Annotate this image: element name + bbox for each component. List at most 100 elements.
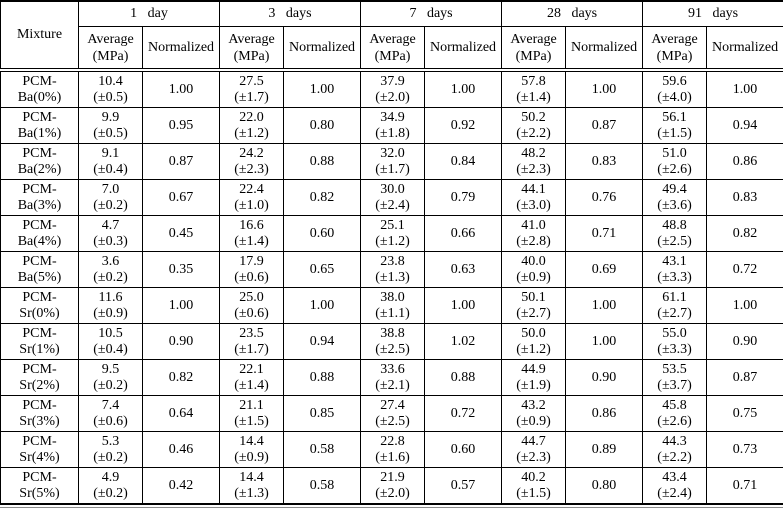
mixture-label: PCM- Ba(0%) (0, 69, 79, 108)
average-value: 44.3 (662, 433, 687, 449)
std-deviation-value: (±1.3) (375, 269, 410, 285)
table-row: PCM- Ba(1%) 9.9 (±0.5) 0.95 22.0 (±1.2) 0.80 34.… (0, 107, 783, 144)
column-header-3-days: 3 days (218, 0, 362, 27)
std-deviation-value: (±2.2) (657, 449, 692, 465)
normalized-cell: 0.86 (565, 395, 644, 432)
average-cell: 7.0 (±0.2) (78, 179, 143, 216)
average-value: 32.0 (380, 145, 405, 161)
normalized-cell: 0.76 (565, 179, 644, 216)
average-value: 9.1 (101, 145, 120, 161)
sub-header-normalized: Normalized (565, 26, 644, 72)
sub-header-normalized: Normalized (706, 26, 783, 72)
average-cell: 55.0 (±3.3) (642, 323, 708, 360)
sub-header-average: Average (MPa) (501, 26, 567, 72)
std-deviation-value: (±2.5) (375, 341, 410, 357)
mixture-label: PCM- Ba(5%) (0, 251, 79, 288)
std-deviation-value: (±0.6) (234, 305, 269, 321)
average-cell: 4.9 (±0.2) (78, 467, 143, 505)
average-value: 44.7 (521, 433, 546, 449)
average-cell: 44.3 (±2.2) (642, 431, 708, 468)
average-value: 33.6 (380, 361, 405, 377)
std-deviation-value: (±0.9) (516, 269, 551, 285)
normalized-cell: 0.71 (565, 215, 644, 252)
average-value: 41.0 (521, 217, 546, 233)
average-value: 48.8 (662, 217, 687, 233)
std-deviation-value: (±2.0) (375, 485, 410, 501)
normalized-cell: 0.88 (282, 143, 362, 180)
table-row: PCM- Ba(4%) 4.7 (±0.3) 0.45 16.6 (±1.4) 0.60 25.… (0, 215, 783, 252)
std-deviation-value: (±3.7) (657, 377, 692, 393)
average-cell: 4.7 (±0.3) (78, 215, 143, 252)
average-value: 22.4 (239, 181, 264, 197)
average-cell: 23.8 (±1.3) (360, 251, 426, 288)
normalized-cell: 0.75 (706, 395, 783, 432)
average-value: 30.0 (380, 181, 405, 197)
table-row: PCM- Sr(0%) 11.6 (±0.9) 1.00 25.0 (±0.6) 1.00 38… (0, 287, 783, 324)
average-cell: 9.9 (±0.5) (78, 107, 143, 144)
table-row: PCM- Sr(4%) 5.3 (±0.2) 0.46 14.4 (±0.9) 0.58 22.… (0, 431, 783, 468)
average-value: 5.3 (101, 433, 120, 449)
mixture-line1: PCM- (22, 361, 57, 377)
average-value: 22.1 (239, 361, 264, 377)
mixture-label: PCM- Ba(4%) (0, 215, 79, 252)
column-header-7-days: 7 days (360, 0, 503, 27)
average-value: 23.8 (380, 253, 405, 269)
average-value: 3.6 (101, 253, 120, 269)
average-cell: 49.4 (±3.6) (642, 179, 708, 216)
normalized-cell: 0.72 (706, 251, 783, 288)
std-deviation-value: (±0.9) (516, 413, 551, 429)
average-cell: 59.6 (±4.0) (642, 69, 708, 108)
std-deviation-value: (±0.2) (93, 269, 128, 285)
std-deviation-value: (±1.7) (375, 161, 410, 177)
average-value: 24.2 (239, 145, 264, 161)
normalized-cell: 0.80 (565, 467, 644, 505)
normalized-cell: 0.89 (565, 431, 644, 468)
normalized-cell: 0.82 (706, 215, 783, 252)
mixture-label: PCM- Sr(0%) (0, 287, 79, 324)
mixture-line1: PCM- (22, 73, 57, 89)
std-deviation-value: (±2.3) (516, 161, 551, 177)
std-deviation-value: (±1.7) (234, 89, 269, 105)
mixture-line1: PCM- (22, 217, 57, 233)
normalized-cell: 0.85 (282, 395, 362, 432)
table-row: PCM- Sr(2%) 9.5 (±0.2) 0.82 22.1 (±1.4) 0.88 33.… (0, 359, 783, 396)
mixture-label: PCM- Sr(3%) (0, 395, 79, 432)
sub-header-normalized: Normalized (142, 26, 220, 72)
average-cell: 45.8 (±2.6) (642, 395, 708, 432)
period-label: 91 days (687, 6, 739, 21)
table-row: PCM- Ba(5%) 3.6 (±0.2) 0.35 17.9 (±0.6) 0.65 23.… (0, 251, 783, 288)
average-cell: 22.1 (±1.4) (219, 359, 284, 396)
normalized-cell: 0.80 (282, 107, 362, 144)
mixture-line2: Sr(2%) (19, 377, 60, 393)
normalized-cell: 0.45 (142, 215, 220, 252)
mixture-line2: Ba(2%) (17, 161, 62, 177)
mpa-unit-label: (MPa) (656, 48, 693, 64)
average-value: 43.1 (662, 253, 687, 269)
average-value: 7.4 (101, 397, 120, 413)
average-value: 44.1 (521, 181, 546, 197)
std-deviation-value: (±1.5) (234, 413, 269, 429)
average-cell: 21.1 (±1.5) (219, 395, 284, 432)
normalized-cell: 0.42 (142, 467, 220, 505)
average-cell: 14.4 (±1.3) (219, 467, 284, 505)
average-cell: 40.0 (±0.9) (501, 251, 567, 288)
average-cell: 34.9 (±1.8) (360, 107, 426, 144)
average-value: 51.0 (662, 145, 687, 161)
average-cell: 41.0 (±2.8) (501, 215, 567, 252)
normalized-cell: 0.82 (282, 179, 362, 216)
std-deviation-value: (±1.2) (234, 125, 269, 141)
average-value: 25.1 (380, 217, 405, 233)
average-value: 11.6 (98, 289, 123, 305)
average-value: 9.9 (101, 109, 120, 125)
std-deviation-value: (±2.2) (516, 125, 551, 141)
normalized-cell: 0.60 (424, 431, 503, 468)
mixture-line2: Ba(1%) (17, 125, 62, 141)
normalized-cell: 1.00 (424, 287, 503, 324)
average-cell: 57.8 (±1.4) (501, 69, 567, 108)
mixture-line1: PCM- (22, 469, 57, 485)
average-value: 4.7 (101, 217, 120, 233)
average-cell: 38.0 (±1.1) (360, 287, 426, 324)
normalized-cell: 0.64 (142, 395, 220, 432)
average-value: 55.0 (662, 325, 687, 341)
